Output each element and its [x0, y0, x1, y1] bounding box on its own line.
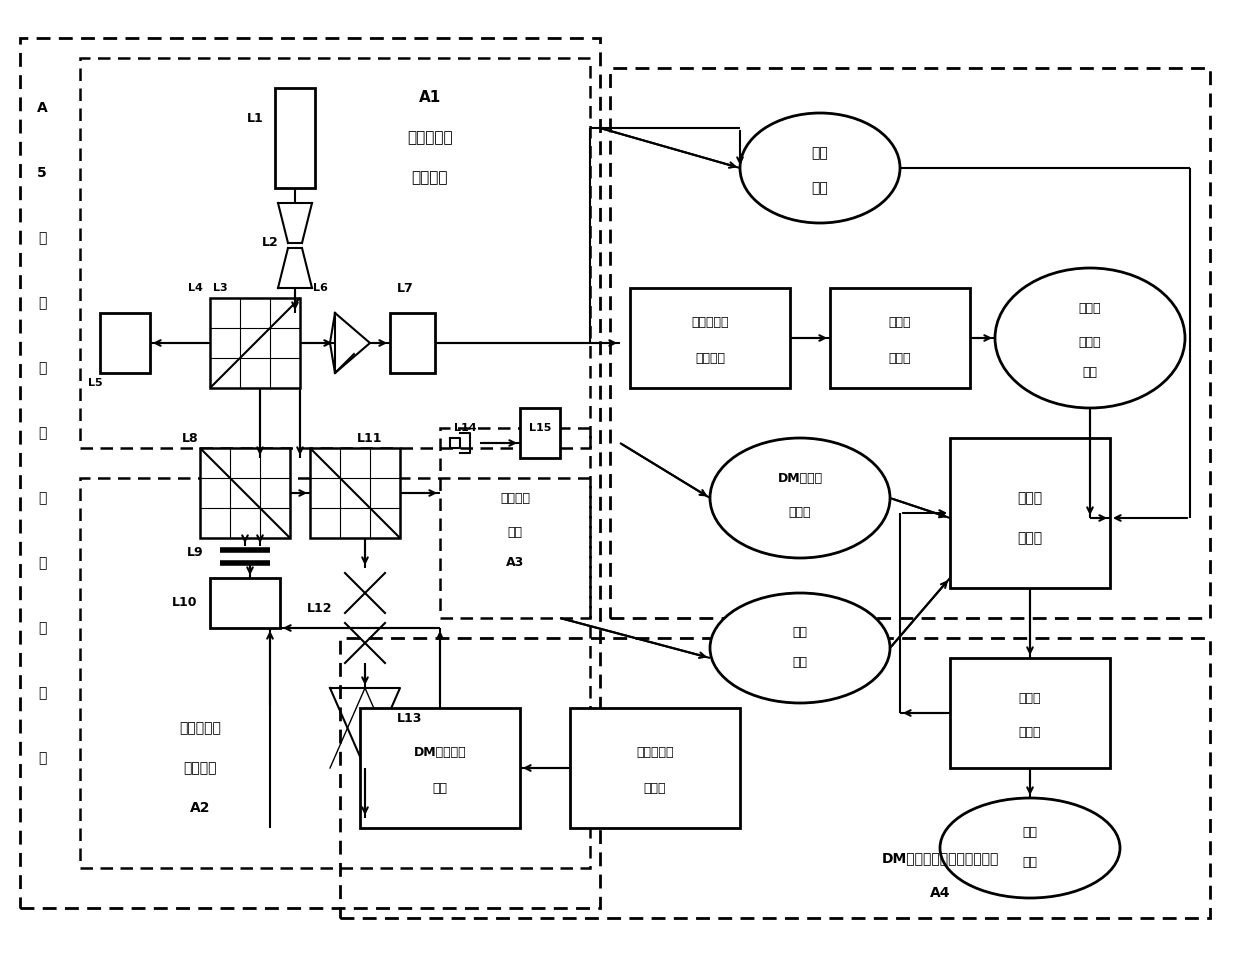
Text: L8: L8 [182, 431, 198, 445]
Text: 系统: 系统 [507, 527, 522, 539]
Text: 系统: 系统 [812, 146, 828, 160]
Bar [830, 288, 970, 388]
Bar [81, 58, 590, 448]
Text: L6: L6 [312, 283, 327, 293]
Text: 参数: 参数 [812, 181, 828, 195]
Bar [340, 638, 1210, 918]
Text: L13: L13 [397, 712, 423, 724]
Ellipse shape [994, 268, 1185, 408]
Ellipse shape [711, 438, 890, 558]
Text: 光: 光 [37, 231, 46, 245]
Bar [210, 298, 300, 388]
Ellipse shape [940, 798, 1120, 898]
Text: A2: A2 [190, 801, 211, 815]
Text: 面形: 面形 [1023, 827, 1038, 839]
Bar [275, 88, 315, 188]
Bar [520, 408, 560, 458]
Bar [310, 448, 401, 538]
Text: 模块: 模块 [433, 782, 448, 794]
Text: L5: L5 [88, 378, 103, 388]
Text: 装: 装 [37, 556, 46, 570]
Text: 统: 统 [37, 751, 46, 765]
Text: L12: L12 [308, 602, 332, 614]
Text: 5: 5 [37, 166, 47, 180]
Text: 误差: 误差 [1023, 856, 1038, 870]
Text: DM形变驱动: DM形变驱动 [414, 746, 466, 760]
Text: L2: L2 [262, 237, 278, 249]
Ellipse shape [711, 593, 890, 703]
Bar [630, 288, 790, 388]
Text: 系统建: 系统建 [1018, 491, 1043, 505]
Text: L11: L11 [357, 431, 383, 445]
Text: L14: L14 [454, 423, 476, 433]
Text: 前参数: 前参数 [789, 507, 811, 519]
Text: 系: 系 [37, 686, 46, 700]
Text: L3: L3 [213, 283, 227, 293]
Text: 干涉图采集: 干涉图采集 [691, 316, 729, 330]
Text: 解模块: 解模块 [644, 782, 666, 794]
Bar [200, 448, 290, 538]
Ellipse shape [740, 113, 900, 223]
Bar [440, 428, 590, 618]
Text: 理论面形分: 理论面形分 [636, 746, 673, 760]
Text: A4: A4 [930, 886, 950, 900]
Text: 持: 持 [37, 426, 46, 440]
Text: A: A [37, 101, 47, 115]
Text: 路: 路 [37, 296, 46, 310]
Bar [391, 313, 435, 373]
Text: DM形变波: DM形变波 [777, 471, 822, 485]
Text: 与: 与 [37, 491, 46, 505]
Bar [570, 708, 740, 828]
Bar [210, 578, 280, 628]
Text: 补偿系统: 补偿系统 [184, 761, 217, 775]
Text: 波前拟: 波前拟 [889, 316, 911, 330]
Bar [81, 478, 590, 868]
Text: A3: A3 [506, 557, 525, 569]
Bar [610, 68, 1210, 618]
Text: DM控制与面形误差重构系统: DM控制与面形误差重构系统 [882, 851, 998, 865]
Text: 参数: 参数 [792, 656, 807, 670]
Text: 系统: 系统 [792, 627, 807, 640]
Polygon shape [335, 313, 365, 373]
Bar [360, 708, 520, 828]
Bar [100, 313, 150, 373]
Text: 自适应偏振: 自适应偏振 [179, 721, 221, 735]
Text: L9: L9 [187, 546, 203, 559]
Text: 参数: 参数 [1083, 367, 1097, 379]
Text: L7: L7 [397, 282, 413, 294]
Text: 合模块: 合模块 [889, 352, 911, 364]
Bar [950, 658, 1110, 768]
Text: 检测系统: 检测系统 [412, 171, 448, 186]
Text: 优化函: 优化函 [1019, 692, 1042, 704]
Text: 测波前: 测波前 [1079, 336, 1101, 350]
Text: L1: L1 [247, 111, 263, 125]
Bar [950, 438, 1110, 588]
Text: 处理模块: 处理模块 [694, 352, 725, 364]
Text: 调: 调 [37, 621, 46, 635]
Text: 干涉检: 干涉检 [1079, 302, 1101, 314]
Text: L4: L4 [187, 283, 202, 293]
Text: L10: L10 [172, 597, 197, 609]
Text: L15: L15 [528, 423, 552, 433]
Text: 夹: 夹 [37, 361, 46, 375]
Bar [20, 38, 600, 908]
Text: 波前监测: 波前监测 [500, 491, 529, 505]
Text: 非零位干涉: 非零位干涉 [407, 130, 453, 146]
Text: 数模块: 数模块 [1019, 726, 1042, 740]
Text: A1: A1 [419, 90, 441, 105]
Text: 模模块: 模模块 [1018, 531, 1043, 545]
